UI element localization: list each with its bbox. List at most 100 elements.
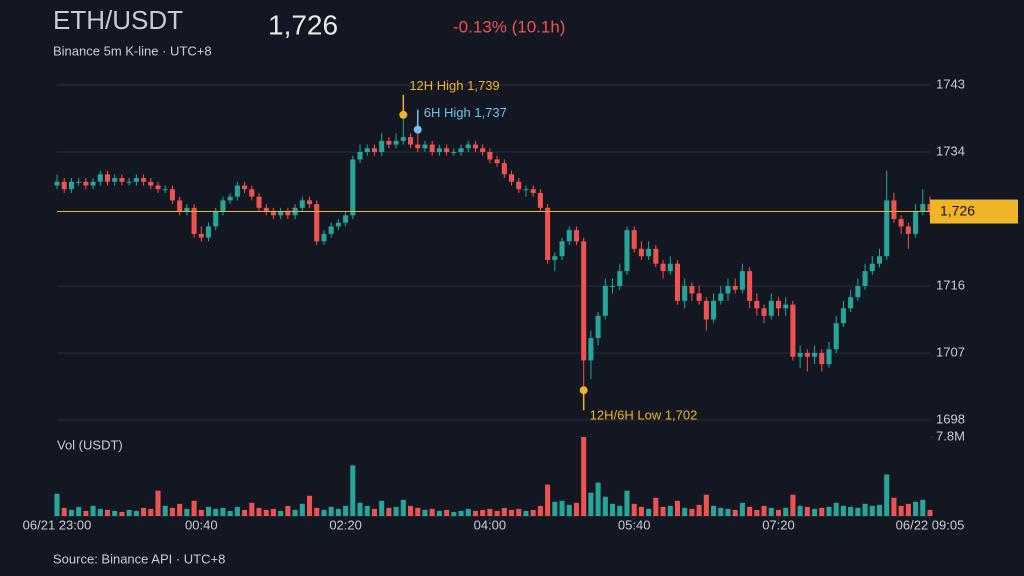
volume-bar: [415, 507, 421, 516]
candle-body: [703, 300, 709, 320]
y-tick-label: 1734: [936, 143, 965, 158]
volume-bar: [638, 506, 644, 516]
candle-body: [588, 338, 594, 361]
candle-body: [444, 148, 450, 152]
volume-bar: [480, 509, 486, 516]
volume-bar: [869, 505, 875, 516]
volume-bar: [54, 493, 60, 516]
annotation-label: 6H High 1,737: [424, 105, 507, 120]
volume-bar: [682, 507, 688, 516]
candle-body: [162, 189, 168, 191]
candle-body: [501, 163, 507, 175]
volume-bar: [249, 502, 255, 516]
volume-bar: [386, 507, 392, 516]
candle-body: [653, 248, 659, 264]
candle-body: [451, 152, 457, 153]
candle-body: [631, 230, 637, 249]
volume-bar: [220, 507, 226, 516]
volume-bar: [444, 509, 450, 516]
volume-bar: [76, 506, 82, 516]
volume-bar: [436, 510, 442, 516]
volume-bar: [667, 505, 673, 516]
volume-bar: [343, 505, 349, 516]
volume-bar: [653, 497, 659, 516]
volume-bar: [270, 508, 276, 516]
candle-body: [436, 148, 442, 152]
volume-bar: [516, 508, 522, 516]
candle-body: [371, 148, 377, 152]
candle-body: [581, 241, 587, 361]
candle-body: [133, 178, 139, 182]
volume-tick-label: 7.8M: [936, 428, 965, 443]
candle-body: [862, 271, 868, 286]
candle-body: [472, 144, 478, 149]
volume-bar: [523, 510, 529, 516]
candle-body: [83, 181, 89, 186]
candle-body: [848, 297, 854, 309]
candle-body: [610, 286, 616, 287]
volume-bar: [884, 474, 890, 516]
volume-bar: [660, 506, 666, 516]
volume-bar: [891, 497, 897, 516]
y-tick-label: 1743: [936, 76, 965, 91]
volume-bar: [790, 494, 796, 516]
candle-body: [386, 140, 392, 145]
candle-body: [234, 185, 240, 197]
volume-bar: [804, 506, 810, 516]
volume-bar: [162, 505, 168, 516]
volume-bar: [826, 506, 832, 516]
candle-body: [689, 286, 695, 294]
volume-bar: [465, 508, 471, 516]
candle-body: [840, 308, 846, 324]
volume-bar: [90, 505, 96, 516]
price-tag: [930, 199, 1018, 224]
candle-body: [667, 263, 673, 272]
volume-bar: [501, 507, 507, 516]
price-change: -0.13% (10.1h): [453, 17, 565, 36]
volume-bar: [335, 508, 341, 516]
volume-bar: [696, 504, 702, 516]
candle-body: [898, 219, 904, 227]
candle-body: [602, 286, 608, 316]
candle-body: [422, 144, 428, 149]
candle-body: [891, 200, 897, 219]
volume-bar: [552, 501, 558, 516]
candle-body: [350, 159, 356, 216]
volume-bar: [357, 502, 363, 516]
volume-bar: [148, 508, 154, 516]
volume-bar: [126, 509, 132, 516]
x-tick-label: 00:40: [185, 517, 218, 532]
volume-bar: [862, 503, 868, 516]
candle-body: [884, 200, 890, 257]
volume-bar: [97, 508, 103, 516]
candle-body: [119, 178, 125, 182]
candle-body: [797, 353, 803, 357]
candle-body: [242, 185, 248, 190]
volume-bar: [920, 499, 926, 516]
volume-bar: [458, 510, 464, 516]
candle-body: [263, 207, 269, 212]
volume-bar: [242, 509, 248, 516]
volume-bar: [191, 500, 197, 516]
x-tick-label: 06/21 23:00: [23, 517, 92, 532]
candle-body: [660, 263, 666, 272]
candle-body: [54, 181, 60, 186]
candle-body: [400, 137, 406, 141]
candle-body: [920, 204, 926, 212]
volume-bar: [855, 507, 861, 516]
volume-bar: [732, 509, 738, 516]
volume-bar: [559, 500, 565, 516]
candle-body: [220, 200, 226, 212]
candle-body: [191, 207, 197, 234]
annotation-marker: [413, 125, 422, 134]
y-tick-label: 1707: [936, 344, 965, 359]
candle-body: [855, 286, 861, 298]
volume-bar: [747, 506, 753, 516]
volume-bar: [610, 503, 616, 516]
candle-body: [148, 181, 154, 186]
candle-body: [487, 152, 493, 160]
price-tag-label: 1,726: [940, 202, 975, 218]
volume-bar: [812, 508, 818, 516]
volume-bar: [566, 504, 572, 516]
candle-body: [905, 226, 911, 234]
